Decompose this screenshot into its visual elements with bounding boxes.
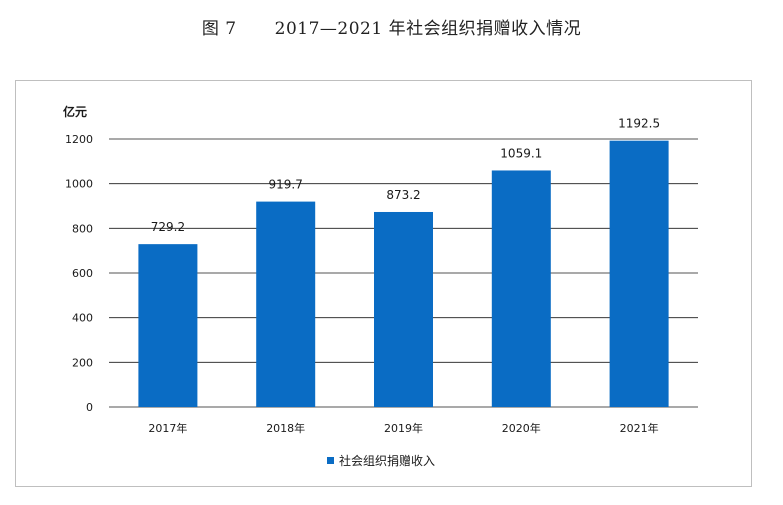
y-tick-label: 1000 — [65, 178, 93, 191]
x-tick-label: 2021年 — [620, 421, 659, 435]
bar — [256, 201, 316, 407]
bar — [491, 170, 551, 407]
figure-title: 图 7 2017—2021 年社会组织捐赠收入情况 — [0, 14, 783, 39]
bar — [138, 244, 198, 407]
bar — [609, 140, 669, 408]
y-tick-label: 0 — [86, 401, 93, 414]
y-axis-unit-label: 亿元 — [63, 104, 87, 119]
data-label: 873.2 — [386, 188, 420, 202]
x-tick-label: 2018年 — [266, 421, 305, 435]
y-tick-label: 1200 — [65, 133, 93, 146]
x-axis-ticks: 2017年 2018年 2019年 2020年 2021年 — [148, 421, 658, 435]
x-tick-label: 2019年 — [384, 421, 423, 435]
bar — [374, 211, 433, 407]
x-tick-label: 2020年 — [502, 421, 541, 435]
y-axis-ticks: 0 200 400 600 800 1000 1200 — [65, 133, 93, 414]
figure-number: 图 7 — [201, 19, 237, 39]
data-labels: 729.2 919.7 873.2 1059.1 1192.5 — [151, 117, 660, 234]
figure-caption: 2017—2021 年社会组织捐赠收入情况 — [274, 19, 582, 39]
x-tick-label: 2017年 — [148, 421, 187, 435]
data-label: 1192.5 — [618, 117, 660, 131]
y-tick-label: 200 — [72, 356, 93, 369]
y-tick-label: 600 — [72, 267, 93, 280]
data-label: 1059.1 — [500, 146, 542, 160]
legend: 社会组织捐赠收入 — [327, 453, 435, 468]
data-label: 919.7 — [269, 178, 303, 192]
data-label: 729.2 — [151, 220, 185, 234]
bar-chart: 0 200 400 600 800 1000 1200 729.2 919.7 873.2 105… — [63, 104, 698, 468]
y-tick-label: 800 — [72, 222, 93, 235]
legend-swatch — [327, 457, 334, 464]
legend-label: 社会组织捐赠收入 — [339, 453, 435, 468]
bars — [138, 140, 669, 408]
y-tick-label: 400 — [72, 312, 93, 325]
chart-frame: 0 200 400 600 800 1000 1200 729.2 919.7 873.2 105… — [15, 80, 752, 487]
